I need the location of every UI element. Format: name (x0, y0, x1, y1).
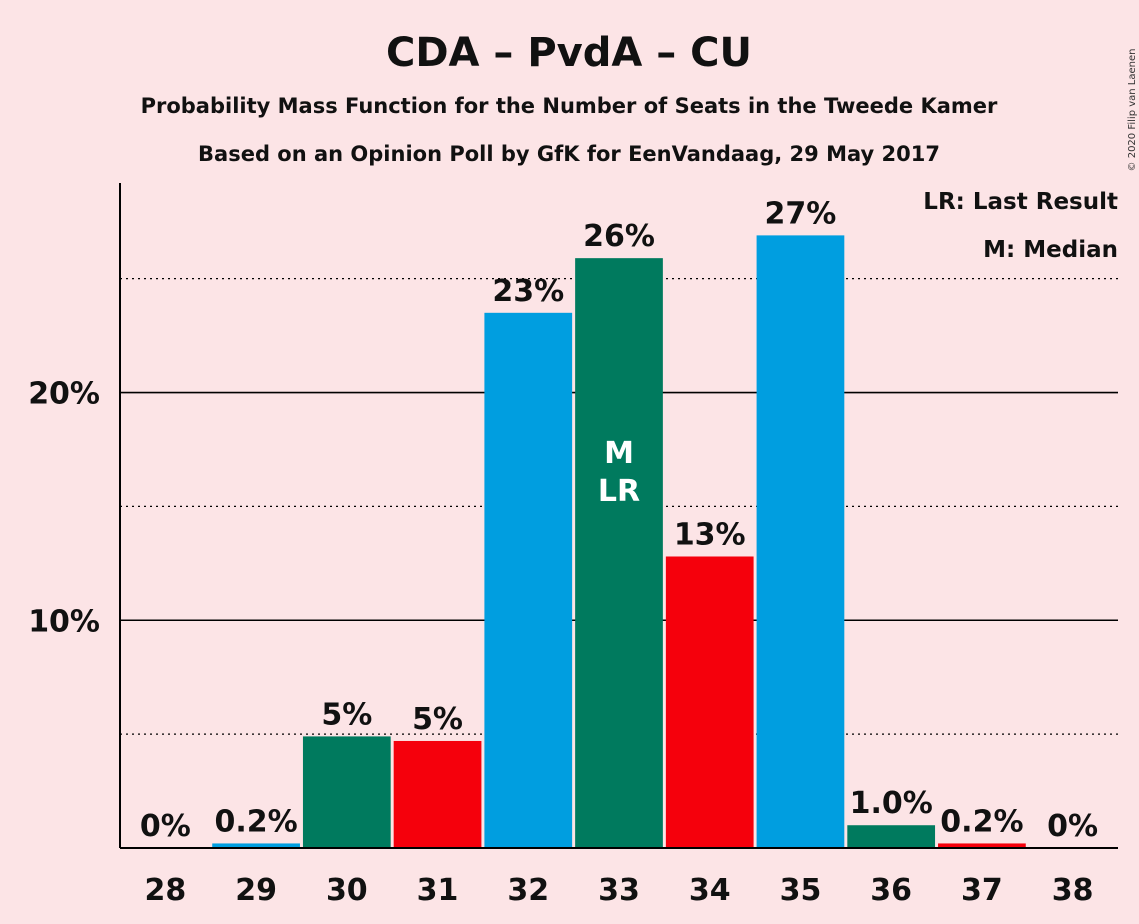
x-tick-label: 36 (870, 873, 912, 908)
x-tick-label: 28 (144, 873, 186, 908)
data-label: 1.0% (850, 786, 933, 821)
x-tick-label: 31 (417, 873, 459, 908)
data-label: 27% (765, 196, 837, 231)
data-label: 0% (1047, 809, 1098, 844)
data-label: 0.2% (214, 804, 297, 839)
x-tick-label: 30 (326, 873, 368, 908)
data-label: 23% (492, 274, 564, 309)
chart-subtitle-poll: Based on an Opinion Poll by GfK for EenV… (198, 142, 940, 166)
bar-seat-30 (302, 736, 391, 848)
bar-labels: 0% 0.2%5% 5%23%26%13%27%1.0%0.2% 0%MLR (140, 196, 1098, 844)
bar-seat-29 (212, 843, 300, 848)
data-label: 5% (321, 697, 372, 732)
data-label: 0% (140, 809, 191, 844)
bars (212, 235, 1026, 849)
bar-seat-31 (393, 740, 482, 848)
bar-seat-35 (756, 235, 845, 849)
data-label: 13% (674, 517, 746, 552)
bar-seat-34 (665, 556, 754, 848)
chart-subtitle: Probability Mass Function for the Number… (141, 94, 998, 118)
y-tick-labels: 10% 20% (28, 377, 100, 640)
x-tick-label: 34 (689, 873, 731, 908)
median-marker: M (604, 436, 634, 471)
last-result-marker: LR (598, 474, 640, 509)
legend-median: M: Median (983, 237, 1118, 263)
x-tick-label: 32 (507, 873, 549, 908)
x-tick-label: 38 (1052, 873, 1094, 908)
bar-seat-33 (575, 258, 663, 848)
legend-last-result: LR: Last Result (923, 189, 1118, 215)
y-tick-label: 20% (28, 377, 100, 412)
y-tick-label: 10% (28, 604, 100, 639)
x-tick-label: 29 (235, 873, 277, 908)
x-tick-label: 37 (961, 873, 1003, 908)
x-tick-label: 35 (780, 873, 822, 908)
data-label: 26% (583, 219, 655, 254)
data-label: 5% (412, 702, 463, 737)
x-tick-label: 33 (598, 873, 640, 908)
bar-seat-32 (484, 312, 573, 848)
bar-seat-37 (938, 843, 1026, 848)
copyright-notice: © 2020 Filip van Laenen (1127, 49, 1138, 172)
bar-seat-36 (847, 825, 936, 848)
x-tick-labels: 28 29 30 31 32 33 34 35 36 37 38 (144, 873, 1093, 908)
data-label: 0.2% (940, 804, 1023, 839)
chart-title: CDA – PvdA – CU (386, 30, 752, 76)
